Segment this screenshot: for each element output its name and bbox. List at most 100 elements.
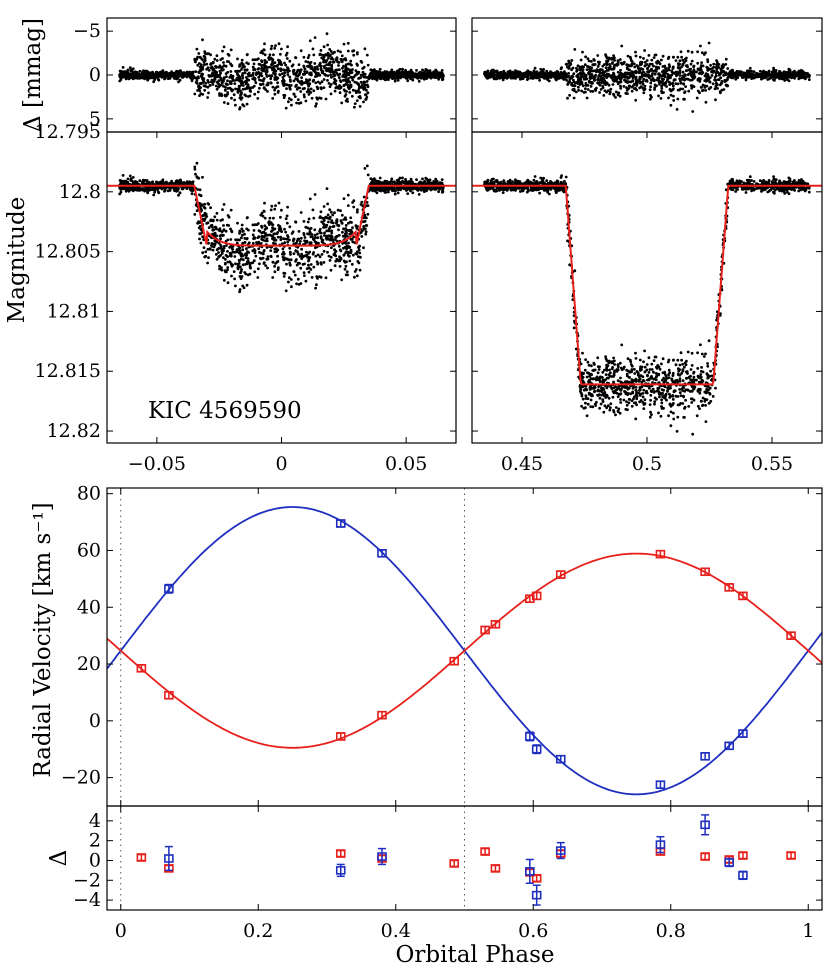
residual-point: [211, 61, 215, 65]
lc-point: [658, 367, 662, 371]
lc-point: [313, 193, 317, 196]
lc-point: [803, 181, 806, 185]
lc-point: [251, 261, 255, 265]
lc-point: [305, 250, 308, 254]
residual-point: [319, 67, 323, 71]
lc-point: [432, 180, 436, 183]
lc-point: [240, 223, 244, 227]
residual-point: [318, 61, 322, 65]
residual-point: [256, 67, 260, 71]
residual-point: [273, 92, 277, 96]
lc-point: [390, 177, 394, 181]
lc-point: [284, 217, 288, 221]
residual-point: [297, 73, 301, 77]
lc-point: [207, 256, 210, 259]
lc-point: [312, 265, 316, 269]
lc-point: [257, 247, 261, 251]
residual-point: [262, 77, 266, 81]
residual-point: [307, 54, 311, 57]
lc-point: [662, 406, 665, 410]
lc-point: [333, 251, 337, 255]
lc-point: [396, 191, 400, 195]
lc-point: [246, 216, 249, 219]
residual-point: [337, 61, 341, 64]
lc-point: [152, 193, 156, 197]
residual-point: [291, 70, 295, 73]
residual-point: [366, 85, 370, 89]
lc-point: [331, 239, 335, 242]
residual-point: [326, 74, 330, 78]
residual-point: [264, 88, 268, 91]
lc-point: [397, 187, 400, 191]
lc-point: [735, 179, 739, 183]
lc-point: [240, 275, 244, 278]
lc-point: [685, 359, 688, 363]
lc-point: [333, 264, 337, 268]
lc-point: [316, 232, 319, 236]
residual-point: [382, 77, 386, 80]
lc-point: [559, 176, 563, 179]
residual-point: [269, 47, 273, 51]
residual-point: [344, 93, 348, 96]
lc-point: [222, 246, 226, 250]
lc-point: [404, 181, 407, 185]
residual-point: [224, 72, 228, 75]
lc-point: [431, 186, 435, 190]
residual-point: [262, 48, 266, 52]
residual-point: [214, 65, 217, 68]
lc-point: [683, 405, 687, 409]
lc-point: [326, 202, 329, 206]
lc-point: [243, 232, 246, 236]
residual-point: [280, 72, 284, 76]
lc-point: [181, 182, 185, 186]
lc-point: [284, 289, 288, 293]
lc-point: [220, 233, 224, 237]
lc-point: [273, 270, 277, 274]
residual-point: [390, 73, 394, 77]
residual-point: [196, 63, 200, 67]
residual-point: [344, 63, 348, 66]
lc-point: [219, 237, 223, 241]
lc-point: [245, 237, 249, 241]
residual-point: [290, 103, 293, 107]
lc-point: [153, 190, 157, 194]
lc-point: [399, 181, 403, 185]
lc-point: [797, 189, 801, 193]
residual-point: [360, 61, 364, 64]
lc-point: [360, 235, 364, 238]
lc-point: [590, 373, 593, 377]
lc-point: [351, 240, 355, 244]
lc-point: [678, 377, 682, 380]
residual-point: [141, 72, 144, 76]
lc-point: [244, 253, 247, 257]
lc-point: [204, 250, 208, 254]
residual-point: [196, 89, 200, 92]
lc-point: [625, 400, 628, 404]
residual-point: [126, 68, 130, 72]
residual-point: [337, 76, 341, 80]
residual-point: [146, 78, 150, 82]
lc-point: [298, 255, 302, 258]
lc-point: [307, 258, 311, 262]
residual-point: [316, 65, 319, 68]
residual-point: [336, 49, 340, 53]
residual-point: [251, 86, 255, 89]
residual-point: [295, 71, 298, 75]
residual-point: [123, 70, 127, 73]
lc-point: [641, 392, 645, 395]
residual-point: [205, 67, 209, 71]
lc-point: [236, 264, 240, 267]
lc-point: [692, 387, 695, 391]
lc-point: [226, 281, 230, 285]
residual-point: [433, 73, 437, 77]
lc-point: [346, 204, 350, 208]
lc-point: [162, 181, 166, 185]
lc-point: [437, 190, 440, 194]
lc-point: [238, 290, 242, 294]
residual-point: [268, 53, 272, 57]
lc-point: [598, 396, 602, 400]
lc-point: [375, 191, 379, 195]
lc-point: [240, 227, 244, 231]
lc-point: [193, 167, 197, 171]
lc-point: [700, 352, 704, 356]
